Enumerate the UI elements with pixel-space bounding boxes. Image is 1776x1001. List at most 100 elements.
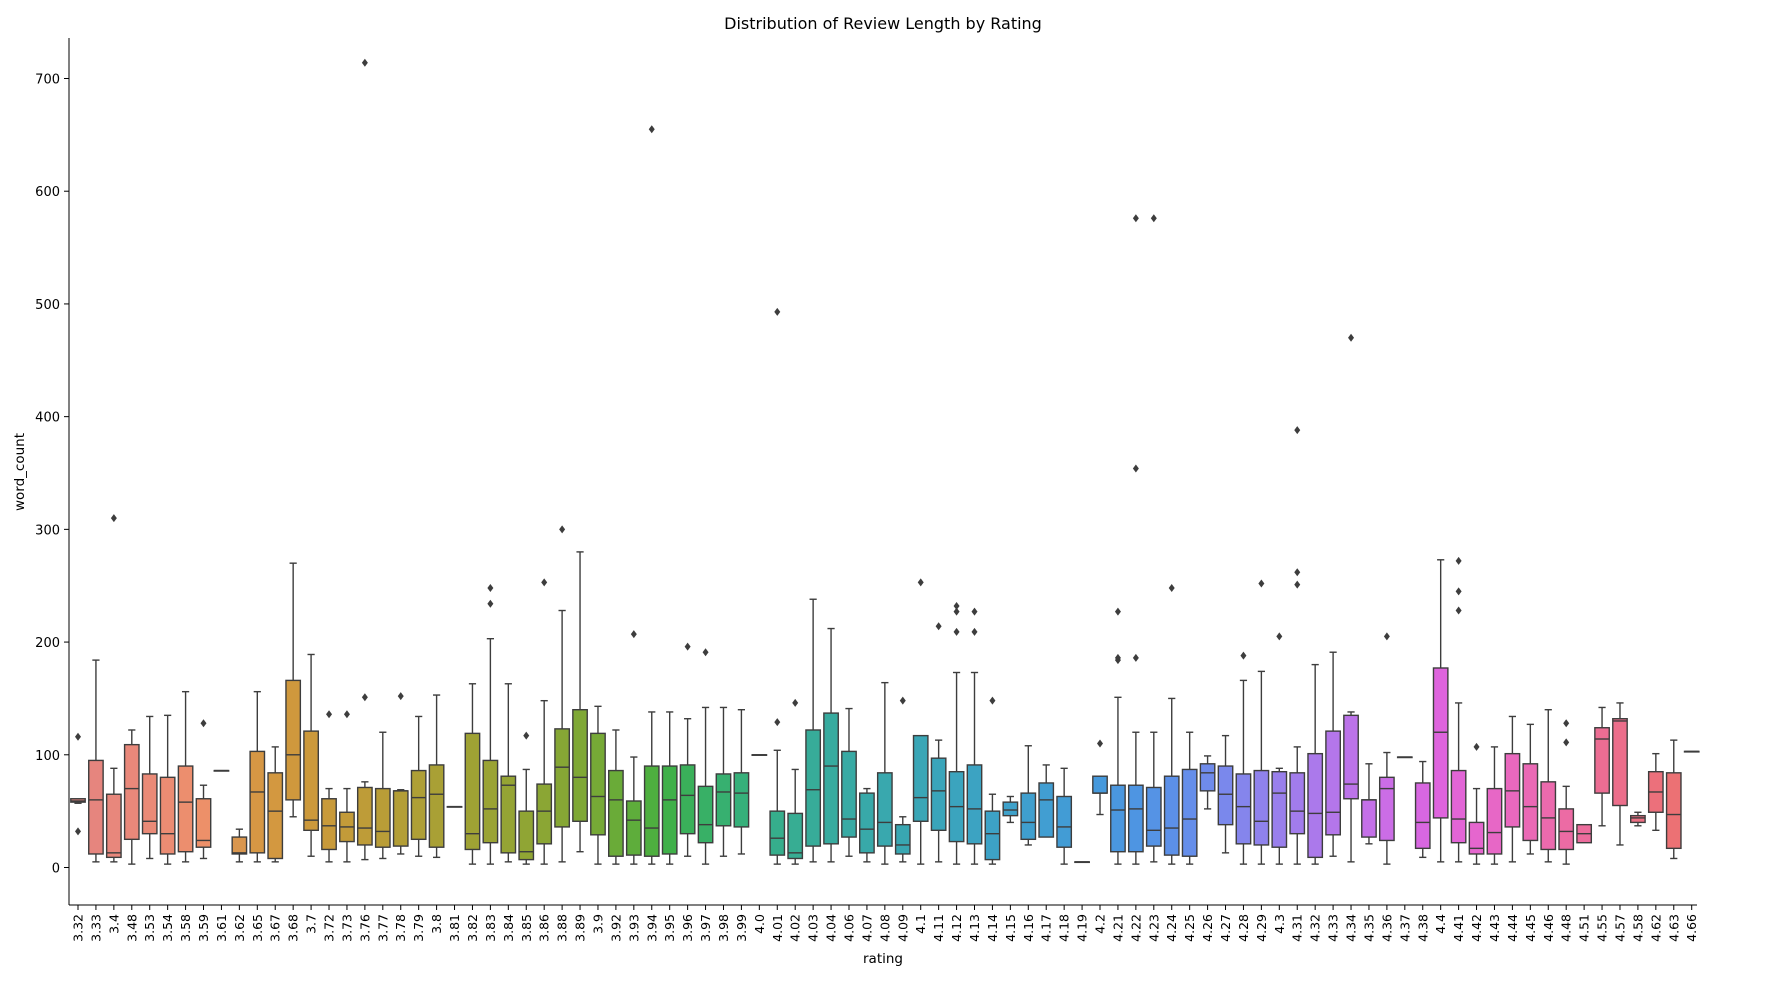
box-body [966,764,983,845]
x-tick-label: 3.58 [178,914,193,942]
box-body [823,712,839,845]
box-body [894,823,911,855]
x-tick-label: 3.84 [501,914,516,942]
outlier-point [1097,739,1104,748]
box-4.09 [894,696,911,863]
box-4.3 [1271,632,1288,865]
box-4.03 [805,598,822,863]
box-body [249,750,266,854]
x-tick-label: 4.38 [1415,914,1430,942]
box-3.99 [733,709,750,855]
box-4.62 [1647,752,1664,832]
box-3.83 [482,583,499,865]
x-tick-label: 4.42 [1469,914,1484,942]
x-tick-label: 4.19 [1075,914,1090,942]
box-body [876,772,893,847]
x-tick-label: 4.45 [1523,914,1538,942]
outlier-point [1455,556,1462,565]
box-body [518,810,535,861]
box-4.22 [1127,214,1144,865]
x-tick-label: 3.83 [483,914,498,942]
x-tick-label: 4.36 [1379,914,1394,942]
box-4.27 [1217,734,1234,854]
box-body [1612,718,1628,807]
box-4.14 [984,696,1001,865]
x-tick-label: 4.11 [931,914,946,942]
x-tick-label: 4.01 [770,914,785,942]
x-tick-label: 4.13 [967,914,982,942]
box-body [1432,667,1449,819]
box-body [428,764,445,848]
outlier-point [1276,632,1283,641]
box-3.73 [339,710,355,863]
outlier-point [899,696,906,705]
x-tick-label: 4.33 [1326,914,1341,942]
x-tick-label: 3.54 [160,914,175,942]
x-tick-label: 3.9 [590,914,605,934]
x-tick-label: 3.65 [250,914,265,942]
box-body [195,798,212,848]
box-body [88,759,104,855]
box-body [177,765,194,853]
outlier-point [559,525,566,534]
box-body [123,743,140,841]
box-body [841,750,857,838]
outlier-point [1258,579,1265,588]
box-4.2 [1092,739,1108,816]
outlier-point [75,827,81,836]
x-tick-label: 4.44 [1505,914,1520,942]
box-body [679,764,696,835]
outlier-point [1132,214,1139,223]
box-body [1468,821,1485,855]
box-body [231,836,248,855]
box-body [805,729,822,847]
box-4.08 [876,681,893,865]
x-ticks: 3.32 3.33 3.4 3.48 3.53 3.54 3.58 3.59 3.61 3.62 3… [71,905,1699,942]
outlier-point [989,696,996,705]
box-body [697,785,714,844]
x-tick-label: 3.72 [322,914,337,942]
x-tick-label: 3.92 [608,914,623,942]
outlier-point [630,630,637,639]
x-tick-label: 4.62 [1648,914,1663,942]
box-body [661,765,678,855]
x-tick-label: 4.37 [1397,914,1412,942]
x-tick-label: 3.98 [716,914,731,942]
box-body [482,759,499,844]
x-tick-label: 4.27 [1218,914,1233,942]
outlier-point [1563,738,1570,747]
outlier-point [774,307,781,316]
outlier-point [702,648,709,657]
box-4.37 [1396,756,1413,759]
x-tick-label: 4.04 [824,914,839,942]
x-tick-label: 3.67 [268,914,283,942]
box-3.78 [392,692,409,855]
box-body [464,732,481,851]
y-tick-label: 300 [35,523,60,538]
box-body [321,798,337,851]
box-3.88 [554,525,571,863]
box-3.92 [608,729,624,865]
box-3.96 [679,642,696,857]
x-tick-label: 4.34 [1344,914,1359,942]
x-tick-label: 4.25 [1182,914,1197,942]
y-tick-label: 700 [35,73,60,88]
box-3.82 [464,683,481,865]
box-4.11 [930,622,947,863]
x-tick-label: 4.43 [1487,914,1502,942]
box-body [625,800,642,856]
x-tick-label: 4.4 [1433,914,1448,934]
box-body [392,790,409,847]
y-axis-label: word_count [12,433,28,511]
box-4.25 [1181,731,1198,865]
x-tick-label: 4.12 [949,914,964,942]
x-tick-label: 4.09 [895,914,910,942]
box-body [1594,727,1610,794]
outlier-point [200,719,207,728]
box-3.7 [303,653,319,857]
box-body [1145,786,1162,847]
box-body [1110,784,1126,853]
box-3.53 [141,715,158,860]
y-tick-label: 100 [35,749,60,764]
box-4.44 [1504,715,1521,863]
